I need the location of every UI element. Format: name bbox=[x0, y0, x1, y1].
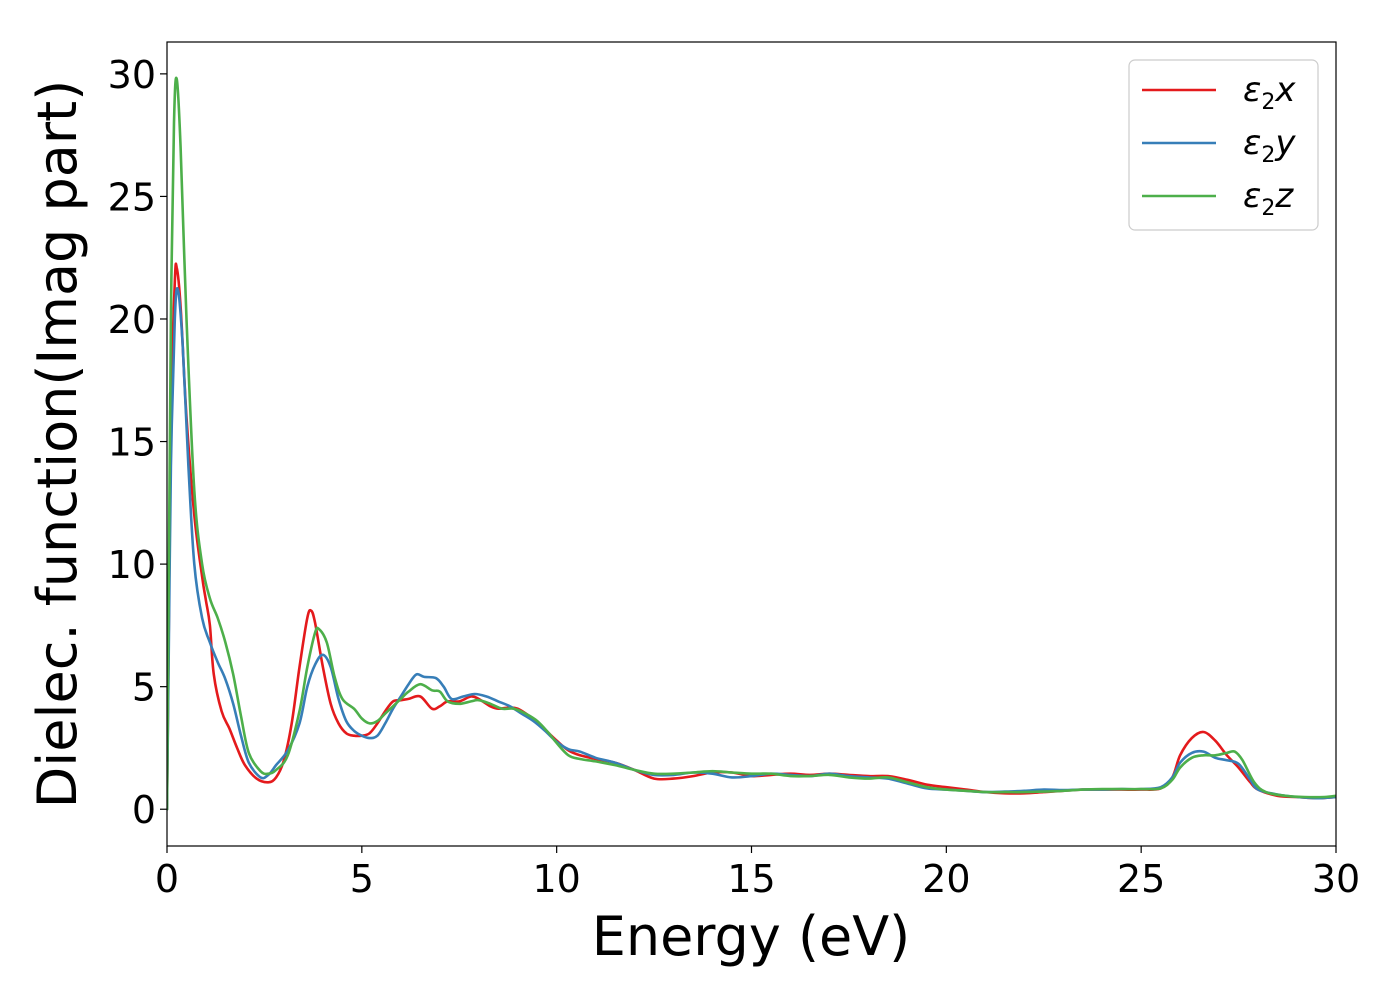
legend-box bbox=[1128, 59, 1319, 231]
y-tick-label: 10 bbox=[108, 543, 156, 587]
x-tick-label: 25 bbox=[1117, 857, 1165, 901]
series-layer bbox=[167, 76, 1336, 811]
series-line-2 bbox=[167, 76, 1336, 811]
x-axis-label: Energy (eV) bbox=[592, 905, 911, 968]
y-tick-label: 25 bbox=[108, 175, 156, 219]
y-tick-label: 30 bbox=[108, 53, 156, 97]
x-tick-label: 10 bbox=[532, 857, 580, 901]
x-tick-label: 15 bbox=[727, 857, 775, 901]
y-axis-ticks: 0 5 10 15 20 25 30 bbox=[108, 53, 167, 832]
y-tick-label: 0 bbox=[132, 788, 156, 832]
legend-label: ε2y bbox=[1243, 123, 1296, 168]
y-axis-label: Dielec. function(Imag part) bbox=[26, 80, 89, 809]
y-tick-label: 5 bbox=[132, 666, 156, 710]
x-tick-label: 30 bbox=[1312, 857, 1360, 901]
x-tick-label: 20 bbox=[922, 857, 970, 901]
x-axis-ticks: 0 5 10 15 20 25 30 bbox=[155, 846, 1360, 901]
x-tick-label: 0 bbox=[155, 857, 179, 901]
y-tick-label: 20 bbox=[108, 298, 156, 342]
x-tick-label: 5 bbox=[350, 857, 374, 901]
y-tick-label: 15 bbox=[108, 421, 156, 465]
